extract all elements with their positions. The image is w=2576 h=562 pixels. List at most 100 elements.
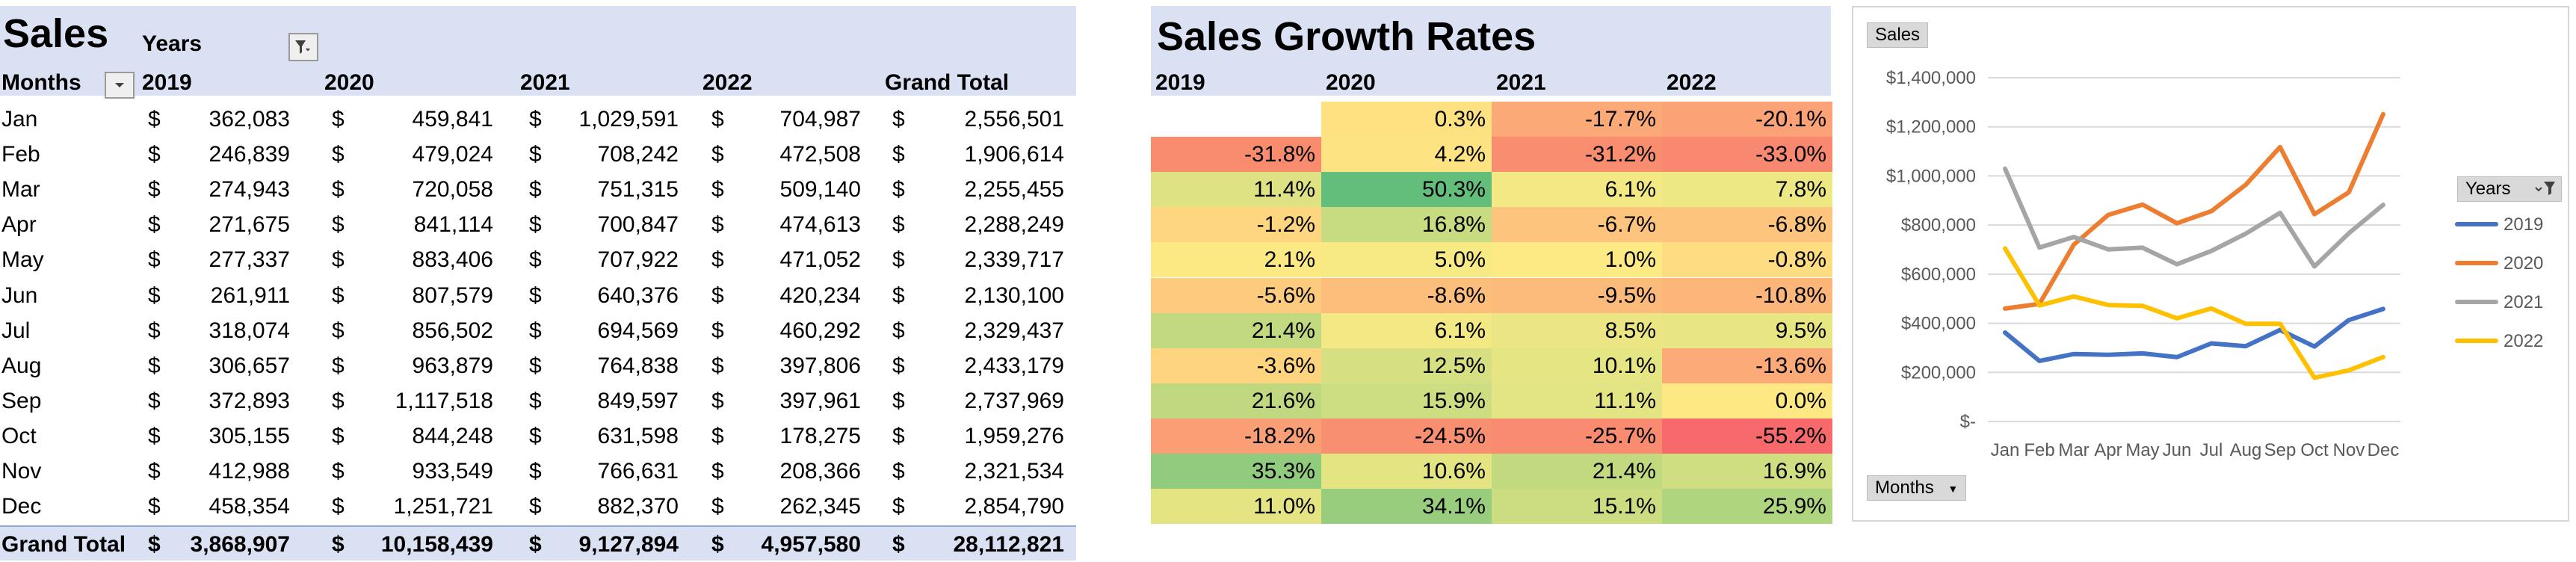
line-chart: $- $200,000 $400,000 $600,000 $800,000 $1,000… xyxy=(1886,68,2544,460)
growth-rate-cell: -9.5% xyxy=(1492,277,1662,313)
y-tick-label: $800,000 xyxy=(1901,215,1976,235)
growth-rate-cell: -20.1% xyxy=(1662,102,1832,137)
currency-symbol: $ xyxy=(711,247,724,273)
currency-symbol: $ xyxy=(148,247,161,273)
currency-symbol: $ xyxy=(711,388,724,413)
growth-rate-cell: 10.1% xyxy=(1492,348,1662,383)
growth-rate-cell: 34.1% xyxy=(1321,489,1492,525)
currency-symbol: $ xyxy=(529,532,542,558)
growth-rate-cell: 16.9% xyxy=(1662,454,1832,489)
table-row: Feb $246,839 $479,024 $708,242 $472,508 $1,90… xyxy=(0,137,1076,172)
currency-symbol: $ xyxy=(332,532,345,558)
month-label: Feb xyxy=(1,142,40,167)
currency-symbol: $ xyxy=(148,107,161,132)
grand-total-label: Grand Total xyxy=(1,532,126,558)
table-row: Apr $271,675 $841,114 $700,847 $474,613 $2,28… xyxy=(0,207,1076,242)
currency-symbol: $ xyxy=(711,107,724,132)
series-line-2022 xyxy=(2003,246,2385,380)
month-label: Jan xyxy=(1,107,38,132)
growth-year-header-2020: 2020 xyxy=(1326,70,1376,95)
sales-value-cell: 963,879 xyxy=(412,353,493,378)
currency-symbol: $ xyxy=(892,142,905,167)
growth-rate-cell: 10.6% xyxy=(1321,454,1492,489)
growth-rate-cell: -1.2% xyxy=(1151,207,1321,243)
currency-symbol: $ xyxy=(529,388,542,413)
months-field-label: Months xyxy=(1,70,81,95)
sales-field-label: Sales xyxy=(1875,25,1921,45)
growth-rate-cell: 2.1% xyxy=(1151,242,1321,278)
growth-rate-cell: -33.0% xyxy=(1662,137,1832,173)
year-header-2020: 2020 xyxy=(324,70,374,95)
growth-rate-cell: -8.6% xyxy=(1321,277,1492,313)
row-total-cell: 2,321,534 xyxy=(964,459,1064,484)
year-header-2021: 2021 xyxy=(520,70,570,95)
currency-symbol: $ xyxy=(148,177,161,203)
sales-field-button[interactable]: Sales xyxy=(1867,22,1929,48)
years-filter-button[interactable] xyxy=(288,33,318,61)
months-axis-field-button[interactable]: Months ▼ xyxy=(1867,475,1967,501)
growth-rate-cell: -31.8% xyxy=(1151,137,1321,173)
currency-symbol: $ xyxy=(892,388,905,413)
months-filter-button[interactable] xyxy=(105,72,135,99)
sales-value-cell: 764,838 xyxy=(597,353,679,378)
y-tick-label: $400,000 xyxy=(1901,314,1976,334)
table-row: Jul $318,074 $856,502 $694,569 $460,292 $2,32… xyxy=(0,313,1076,348)
sales-value-cell: 1,029,591 xyxy=(578,107,679,132)
sales-value-cell: 707,922 xyxy=(597,247,679,273)
currency-symbol: $ xyxy=(711,494,724,519)
growth-rate-cell: 11.0% xyxy=(1151,489,1321,525)
currency-symbol: $ xyxy=(892,423,905,448)
growth-rate-cell: -55.2% xyxy=(1662,418,1832,454)
currency-symbol: $ xyxy=(892,353,905,378)
grand-total-value: 4,957,580 xyxy=(761,532,861,558)
growth-rate-cell: -10.8% xyxy=(1662,277,1832,313)
x-tick-label: Apr xyxy=(2094,440,2122,460)
year-header-2019: 2019 xyxy=(142,70,192,95)
sales-value-cell: 1,117,518 xyxy=(395,388,493,413)
chevron-down-icon: ▼ xyxy=(1948,482,1959,495)
growth-rate-cell: 8.5% xyxy=(1492,312,1662,348)
year-header-2022: 2022 xyxy=(702,70,753,95)
growth-rate-cell: 7.8% xyxy=(1662,172,1832,208)
years-legend-field-button[interactable]: Years xyxy=(2457,176,2562,202)
currency-symbol: $ xyxy=(148,318,161,343)
growth-rate-cell: 21.4% xyxy=(1492,454,1662,489)
currency-symbol: $ xyxy=(529,494,542,519)
currency-symbol: $ xyxy=(892,107,905,132)
growth-header: Sales Growth Rates 2019 2020 2021 2022 xyxy=(1151,6,1831,96)
sales-value-cell: 372,893 xyxy=(209,388,290,413)
currency-symbol: $ xyxy=(892,532,905,558)
growth-rate-cell: -6.8% xyxy=(1662,207,1832,243)
currency-symbol: $ xyxy=(711,318,724,343)
growth-rate-cell: -5.6% xyxy=(1151,277,1321,313)
growth-rate-cell: -3.6% xyxy=(1151,348,1321,383)
filter-icon xyxy=(295,40,310,54)
currency-symbol: $ xyxy=(332,107,345,132)
grand-total-value: 9,127,894 xyxy=(578,532,679,558)
growth-year-header-2022: 2022 xyxy=(1667,70,1717,95)
grand-total-value: 3,868,907 xyxy=(190,532,290,558)
month-label: Oct xyxy=(1,423,37,448)
currency-symbol: $ xyxy=(332,212,345,238)
table-row: Aug $306,657 $963,879 $764,838 $397,806 $2,43… xyxy=(0,348,1076,383)
growth-rate-cell: 6.1% xyxy=(1321,312,1492,348)
currency-symbol: $ xyxy=(529,353,542,378)
currency-symbol: $ xyxy=(711,177,724,203)
table-row: May $277,337 $883,406 $707,922 $471,052 $2,33… xyxy=(0,242,1076,277)
sales-value-cell: 306,657 xyxy=(209,353,290,378)
filter-icon xyxy=(2534,180,2557,202)
month-label: Nov xyxy=(1,459,42,484)
sales-pivot-chart[interactable]: Sales Months ▼ Years $- $200,000 $400,000 $… xyxy=(1852,6,2569,522)
y-tick-label: $600,000 xyxy=(1901,265,1976,285)
currency-symbol: $ xyxy=(332,318,345,343)
currency-symbol: $ xyxy=(892,459,905,484)
sales-value-cell: 412,988 xyxy=(209,459,290,484)
x-tick-label: Mar xyxy=(2058,440,2089,460)
growth-rate-cell: 9.5% xyxy=(1662,312,1832,348)
currency-symbol: $ xyxy=(529,247,542,273)
growth-rate-cell: -24.5% xyxy=(1321,418,1492,454)
y-tick-label: $- xyxy=(1960,412,1976,432)
currency-symbol: $ xyxy=(332,494,345,519)
months-axis-field-label: Months xyxy=(1875,478,1934,498)
table-row: Mar $274,943 $720,058 $751,315 $509,140 $2,25… xyxy=(0,172,1076,207)
